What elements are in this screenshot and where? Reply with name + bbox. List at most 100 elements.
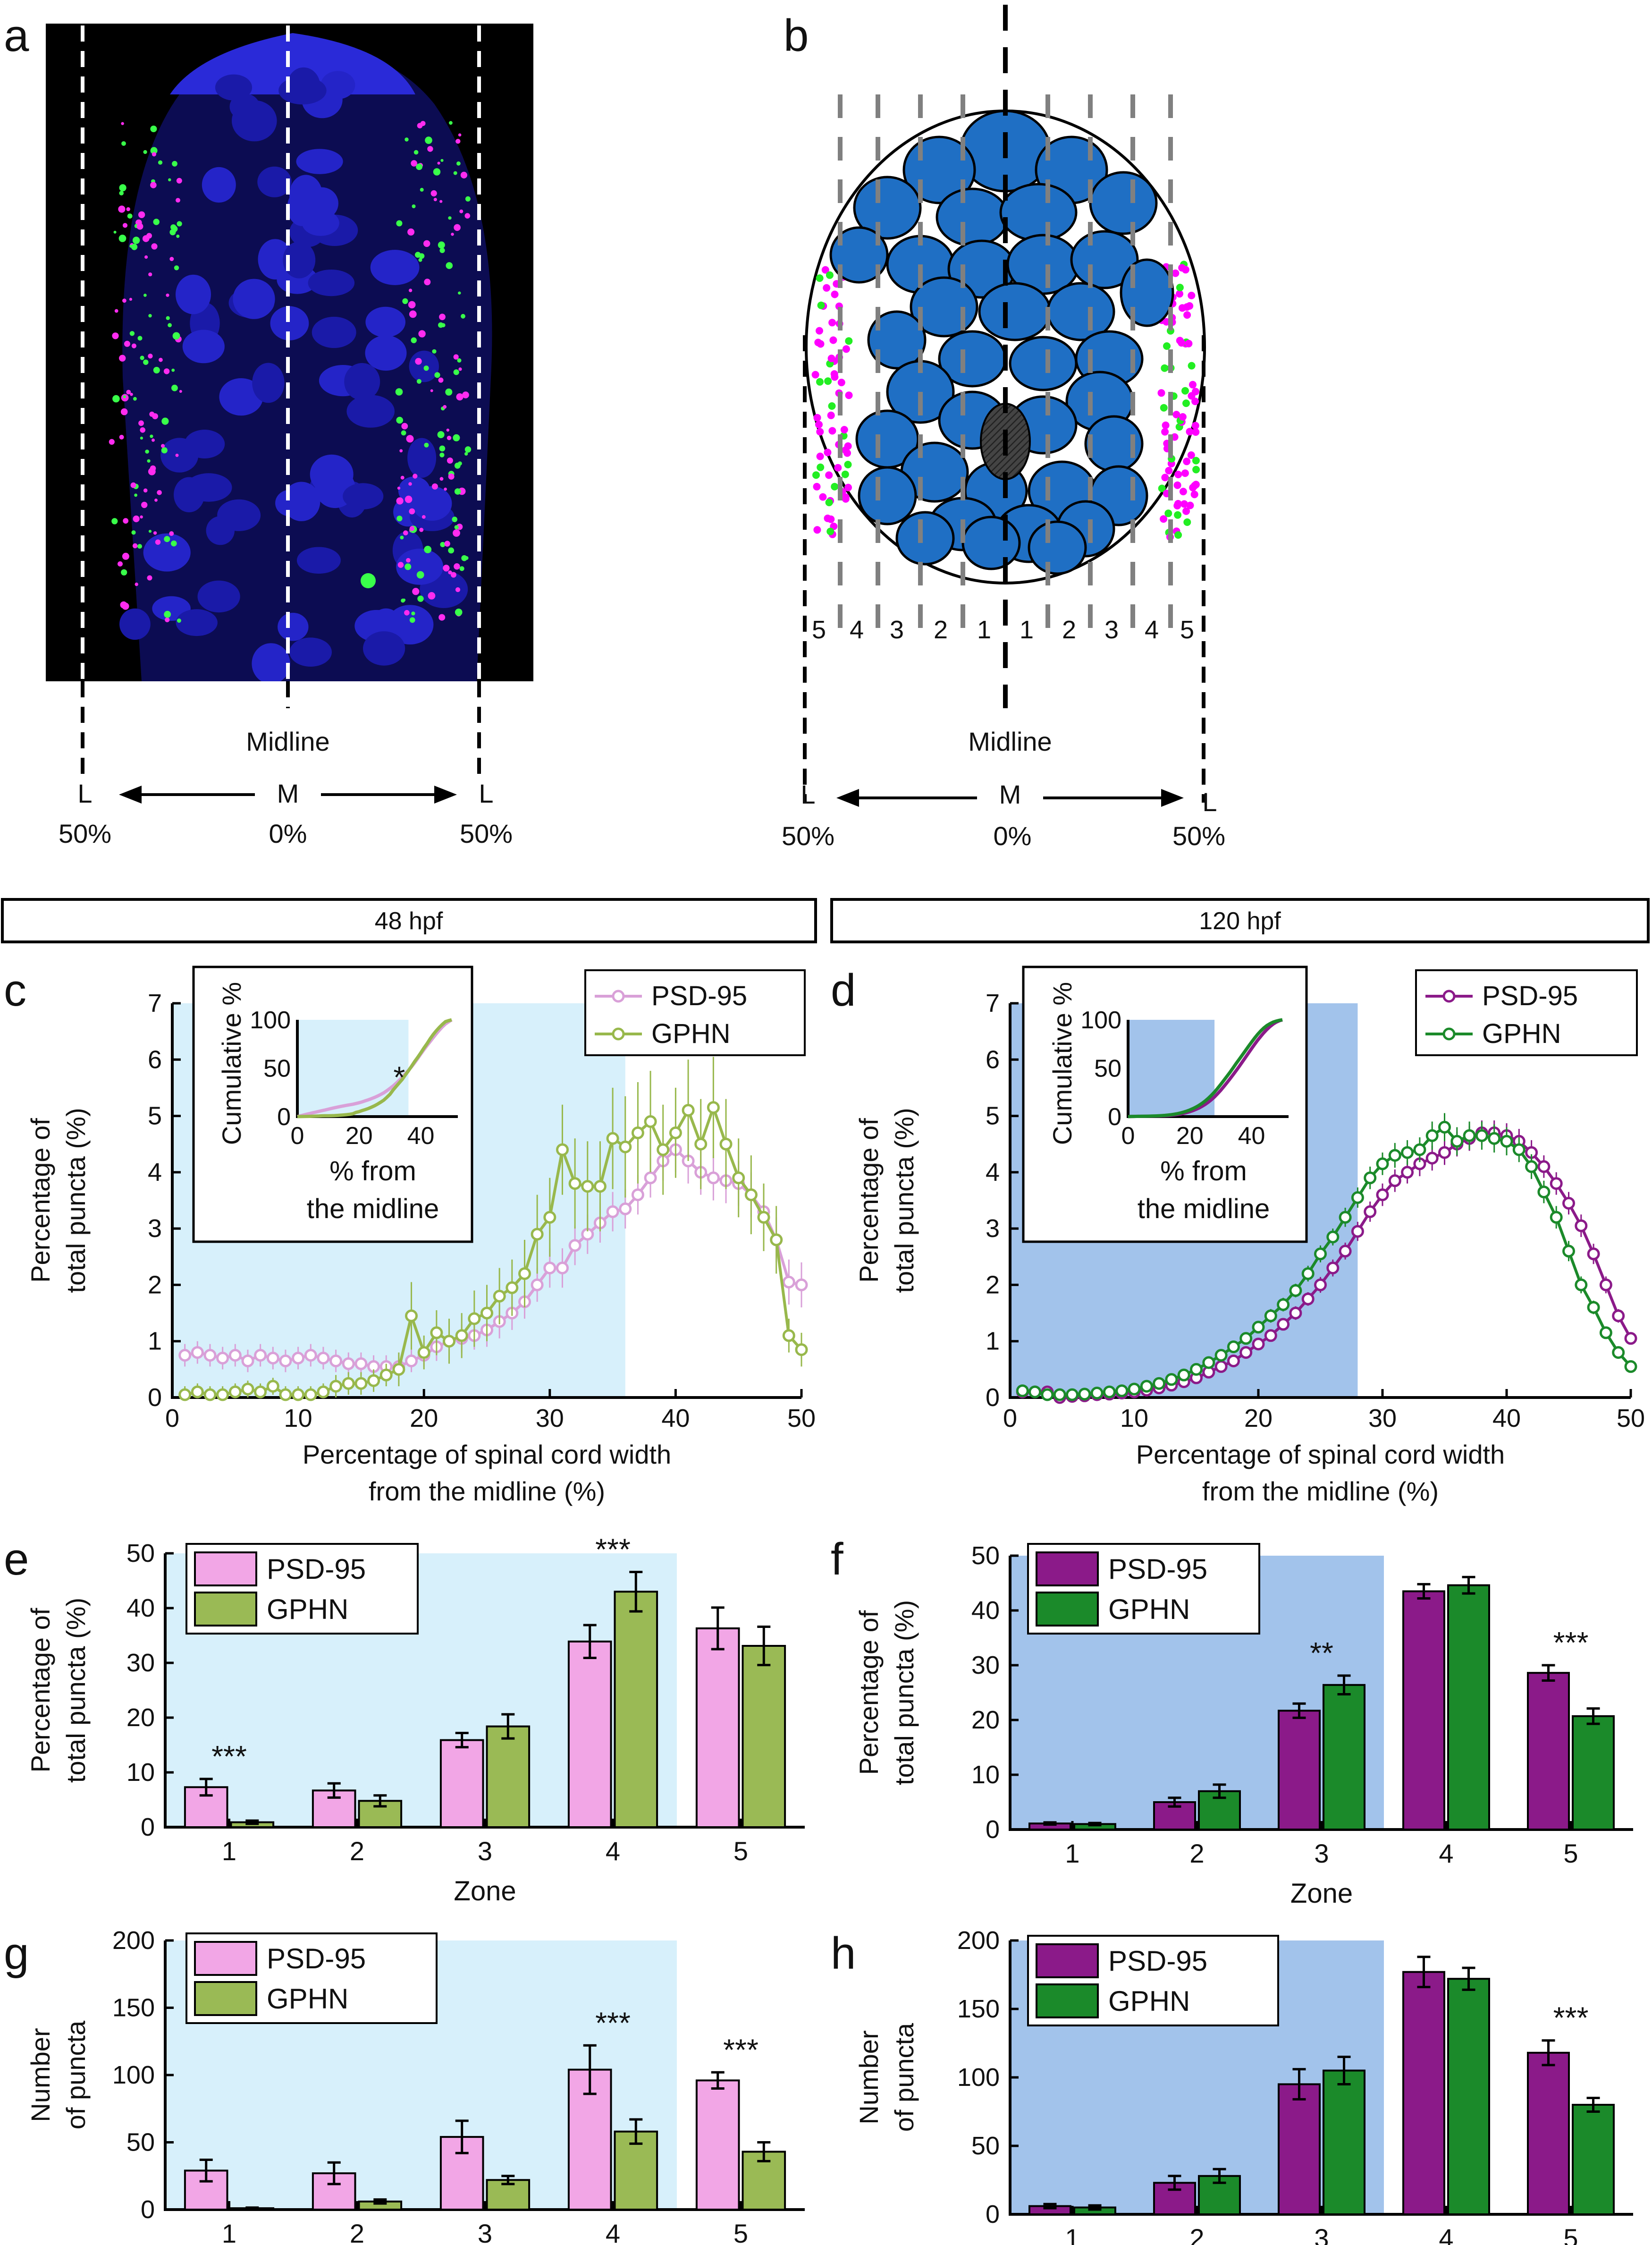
nucleus [278, 612, 309, 641]
legend-swatch [194, 1551, 257, 1586]
data-point [468, 1312, 481, 1325]
nucleus [182, 330, 225, 364]
y-tick-label: 1 [148, 1327, 162, 1355]
data-point [1599, 1326, 1612, 1339]
puncta-green [464, 452, 468, 456]
puncta-magenta [1192, 388, 1199, 396]
inset-x-tick-label: 0 [291, 1122, 304, 1150]
medial-label-a: M [277, 779, 299, 808]
puncta-green [111, 518, 118, 525]
data-point [354, 1377, 368, 1390]
puncta-magenta [399, 449, 403, 453]
y-tick-label: 1 [986, 1327, 1000, 1355]
puncta-magenta [148, 354, 153, 359]
puncta-magenta [175, 453, 179, 457]
puncta-magenta [169, 531, 174, 536]
puncta-magenta [141, 501, 148, 508]
inset-y-tick-label: 100 [1080, 1007, 1121, 1034]
puncta-magenta [816, 327, 823, 335]
y-tick-label: 5 [986, 1102, 1000, 1130]
puncta-magenta [406, 435, 414, 443]
significance-marker: *** [595, 1532, 631, 1566]
puncta-green [129, 331, 135, 336]
puncta-magenta [1192, 428, 1200, 436]
data-point [417, 1346, 430, 1359]
puncta-magenta [447, 435, 452, 441]
puncta-green [440, 542, 446, 547]
cell-nucleus [1009, 336, 1078, 391]
data-point [1103, 1385, 1116, 1398]
data-point [493, 1289, 506, 1303]
puncta-magenta [842, 493, 850, 501]
puncta-green [123, 395, 126, 398]
puncta-green [161, 447, 168, 454]
puncta-magenta [144, 255, 148, 259]
puncta-magenta [823, 284, 831, 292]
data-point [279, 1388, 292, 1401]
inset-y-tick-label: 100 [250, 1007, 291, 1034]
data-point [606, 1205, 619, 1218]
puncta-magenta [458, 367, 462, 371]
puncta-magenta [815, 421, 823, 429]
puncta-magenta [1172, 269, 1180, 277]
x-tick-label: 10 [284, 1404, 312, 1432]
puncta-magenta [130, 393, 133, 396]
puncta-green [148, 314, 152, 318]
puncta-magenta [123, 518, 129, 524]
puncta-green [420, 187, 424, 192]
legend-label: PSD-95 [1108, 1945, 1207, 1977]
puncta-green [1181, 387, 1189, 395]
nucleus [252, 643, 290, 681]
puncta-magenta [439, 200, 443, 203]
y-tick-label: 200 [112, 1926, 155, 1955]
puncta-magenta [1190, 491, 1198, 499]
panel-label-g: g [4, 1928, 29, 1979]
zone-number: 5 [812, 616, 826, 644]
data-point [669, 1126, 682, 1139]
puncta-green [153, 367, 160, 373]
x-tick-label: 4 [1439, 1838, 1453, 1868]
puncta-magenta [166, 293, 169, 297]
puncta-magenta [176, 178, 182, 184]
puncta-green [402, 298, 408, 305]
data-point [1376, 1157, 1389, 1170]
nucleus [197, 580, 240, 613]
y-tick-label: 7 [986, 989, 1000, 1017]
y-axis-label: Number [854, 2030, 884, 2124]
puncta-magenta [828, 319, 836, 327]
puncta-magenta [119, 434, 124, 440]
puncta-green [1188, 362, 1196, 370]
puncta-magenta [814, 339, 822, 347]
significance-marker: ** [1310, 1636, 1333, 1670]
data-point [254, 1385, 267, 1398]
puncta-magenta [1178, 339, 1186, 347]
y-tick-label: 30 [126, 1649, 155, 1677]
data-point [1364, 1171, 1377, 1185]
puncta-magenta [840, 426, 848, 434]
bar-psd-95 [1402, 1590, 1445, 1830]
nucleus [343, 483, 384, 509]
data-point [191, 1385, 204, 1398]
data-point [178, 1349, 192, 1362]
puncta-green [112, 395, 120, 403]
puncta-green [453, 369, 459, 375]
data-point [795, 1278, 808, 1291]
puncta-green [168, 323, 172, 328]
puncta-green [150, 126, 157, 132]
data-point [619, 1202, 632, 1215]
y-tick-label: 7 [148, 989, 162, 1017]
nucleus [370, 250, 420, 285]
x-tick-label: 5 [733, 1836, 748, 1866]
data-point [317, 1352, 330, 1364]
bar-gphn [1323, 2069, 1365, 2215]
chart-c: 0 10 20 30 40 50 0 1 2 3 4 5 6 7 Percentage of spinal … [25, 966, 816, 1506]
puncta-magenta [411, 160, 417, 167]
puncta-green [1164, 509, 1172, 517]
data-point [1028, 1385, 1042, 1398]
puncta-magenta [428, 592, 436, 600]
puncta-magenta [160, 444, 165, 448]
data-point [1401, 1146, 1414, 1159]
puncta-magenta [124, 340, 130, 347]
chart-d: 0 10 20 30 40 50 0 1 2 3 4 5 6 7 Percentage of spinal … [854, 966, 1645, 1506]
